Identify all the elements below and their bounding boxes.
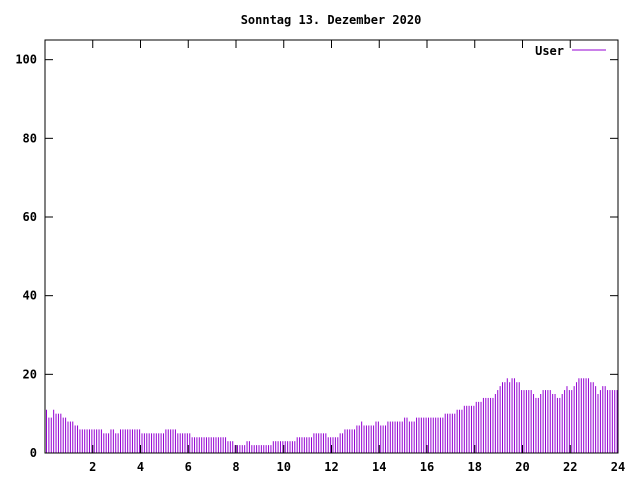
chart-title: Sonntag 13. Dezember 2020 (241, 13, 422, 27)
x-tick-label: 10 (277, 460, 291, 474)
x-tick-label: 14 (372, 460, 386, 474)
y-axis-ticks: 0 20 40 60 80 100 (15, 53, 618, 460)
x-axis-ticks: 2 4 6 8 10 12 14 16 18 20 22 24 (89, 40, 625, 474)
legend-label-user: User (535, 44, 564, 58)
x-tick-label: 6 (185, 460, 192, 474)
x-tick-label: 18 (468, 460, 482, 474)
x-tick-label: 24 (611, 460, 625, 474)
y-tick-label: 0 (30, 446, 37, 460)
legend: User (535, 44, 606, 58)
x-tick-label: 22 (563, 460, 577, 474)
x-tick-label: 20 (515, 460, 529, 474)
x-tick-label: 8 (232, 460, 239, 474)
x-tick-label: 2 (89, 460, 96, 474)
plot-area-frame (44, 39, 619, 454)
y-tick-label: 60 (23, 210, 37, 224)
y-tick-label: 40 (23, 289, 37, 303)
x-tick-label: 16 (420, 460, 434, 474)
bar-series-user (46, 378, 618, 453)
x-tick-label: 4 (137, 460, 144, 474)
y-tick-label: 80 (23, 131, 37, 145)
y-tick-label: 20 (23, 367, 37, 381)
x-tick-label: 12 (324, 460, 338, 474)
y-tick-label: 100 (15, 53, 37, 67)
